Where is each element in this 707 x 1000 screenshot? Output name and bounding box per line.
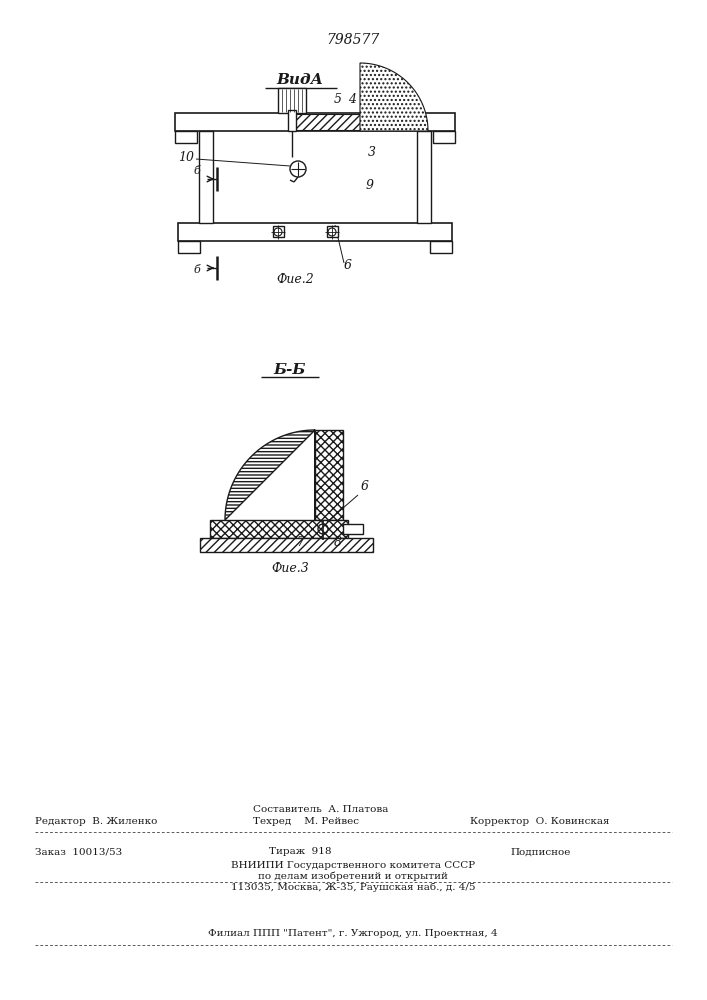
Bar (343, 524, 363, 534)
Bar (273, 226, 284, 237)
Text: 798577: 798577 (327, 33, 380, 47)
Polygon shape (290, 114, 362, 130)
Text: Фие.3: Фие.3 (271, 562, 309, 575)
Text: Подписное: Подписное (510, 848, 571, 856)
Text: Корректор  О. Ковинская: Корректор О. Ковинская (470, 818, 609, 826)
Bar (430, 241, 452, 253)
Text: б: б (194, 265, 200, 275)
Bar (175, 131, 197, 143)
Text: 3: 3 (368, 146, 376, 159)
Text: Филиал ППП "Патент", г. Ужгород, ул. Проектная, 4: Филиал ППП "Патент", г. Ужгород, ул. Про… (208, 928, 498, 938)
Text: Редактор  В. Жиленко: Редактор В. Жиленко (35, 818, 158, 826)
Text: Составитель  А. Платова: Составитель А. Платова (253, 806, 388, 814)
Text: 5: 5 (334, 93, 342, 106)
Text: по делам изобретений и открытий: по делам изобретений и открытий (258, 871, 448, 881)
Text: Тираж  918: Тираж 918 (269, 848, 332, 856)
Bar (315, 430, 343, 520)
Text: Б-Б: Б-Б (274, 363, 306, 377)
Polygon shape (360, 63, 428, 131)
Text: Фие.2: Фие.2 (276, 273, 314, 286)
Text: 6: 6 (344, 259, 352, 272)
Text: Техред    М. Рейвес: Техред М. Рейвес (253, 818, 359, 826)
Text: 6: 6 (361, 480, 369, 493)
Text: 8: 8 (334, 536, 342, 549)
Polygon shape (210, 520, 348, 538)
Text: Заказ  10013/53: Заказ 10013/53 (35, 848, 122, 856)
Text: 4: 4 (348, 93, 356, 106)
Text: 9: 9 (366, 179, 374, 192)
Text: 7: 7 (296, 536, 304, 549)
Bar (417, 131, 431, 223)
Bar (327, 226, 338, 237)
Text: б: б (194, 166, 200, 176)
Text: ВидА: ВидА (276, 73, 324, 87)
Text: 113035, Москва, Ж-35, Раушская наб., д. 4/5: 113035, Москва, Ж-35, Раушская наб., д. … (230, 882, 475, 892)
Text: ВНИИПИ Государственного комитета СССР: ВНИИПИ Государственного комитета СССР (231, 860, 475, 869)
Bar (433, 131, 455, 143)
Bar (175, 113, 455, 131)
Bar (288, 110, 296, 131)
Bar (199, 131, 213, 223)
Bar (278, 88, 306, 113)
Text: 10: 10 (178, 151, 194, 164)
Polygon shape (200, 538, 373, 552)
Bar (178, 241, 200, 253)
Bar (178, 223, 452, 241)
Polygon shape (225, 430, 315, 520)
